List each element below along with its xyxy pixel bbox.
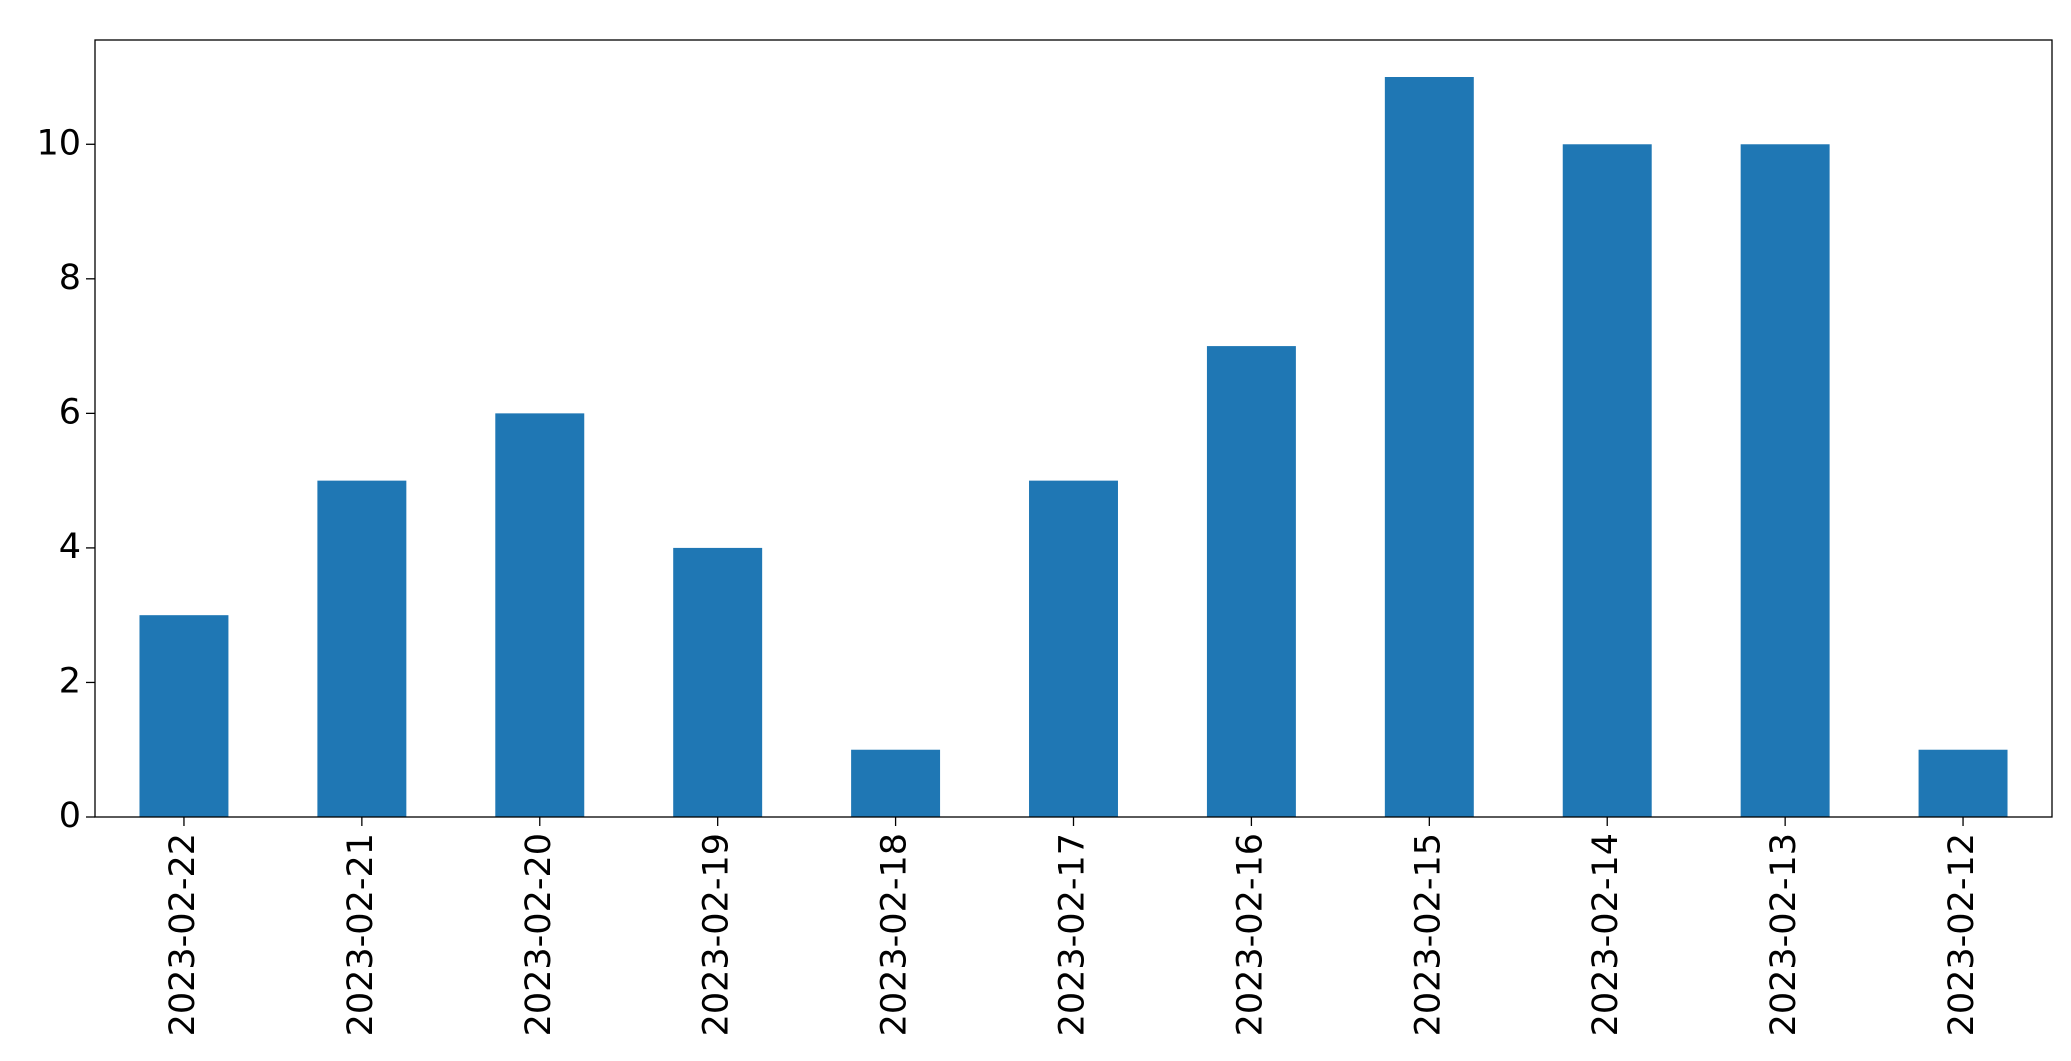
x-tick-label: 2023-02-15 bbox=[1408, 833, 1448, 1036]
x-tick-label: 2023-02-12 bbox=[1942, 833, 1982, 1036]
bar bbox=[673, 547, 763, 817]
y-tick-label: 6 bbox=[59, 392, 81, 432]
y-tick-label: 10 bbox=[36, 123, 81, 163]
bar bbox=[851, 749, 941, 817]
x-tick-label: 2023-02-13 bbox=[1764, 833, 1804, 1036]
bar bbox=[139, 615, 229, 817]
y-tick-label: 4 bbox=[59, 527, 81, 567]
bar bbox=[1384, 77, 1474, 817]
plot-frame bbox=[94, 39, 2053, 818]
y-tick-label: 2 bbox=[59, 661, 81, 701]
bar bbox=[1740, 144, 1830, 818]
x-tick-label: 2023-02-17 bbox=[1053, 833, 1093, 1036]
x-tick-label: 2023-02-18 bbox=[875, 833, 915, 1036]
bar bbox=[317, 480, 407, 817]
x-tick-label: 2023-02-19 bbox=[697, 833, 737, 1036]
x-tick-label: 2023-02-20 bbox=[519, 833, 559, 1036]
x-tick-label: 2023-02-16 bbox=[1230, 833, 1270, 1036]
bar bbox=[1206, 346, 1296, 817]
x-tick-label: 2023-02-14 bbox=[1586, 833, 1626, 1036]
x-tick-label: 2023-02-21 bbox=[341, 833, 381, 1036]
x-tick-label: 2023-02-22 bbox=[163, 833, 203, 1036]
bar bbox=[495, 413, 585, 817]
y-tick-label: 8 bbox=[59, 258, 81, 298]
bar bbox=[1562, 144, 1652, 818]
bar bbox=[1918, 749, 2008, 817]
bar bbox=[1029, 480, 1118, 817]
y-tick-label: 0 bbox=[59, 796, 81, 836]
